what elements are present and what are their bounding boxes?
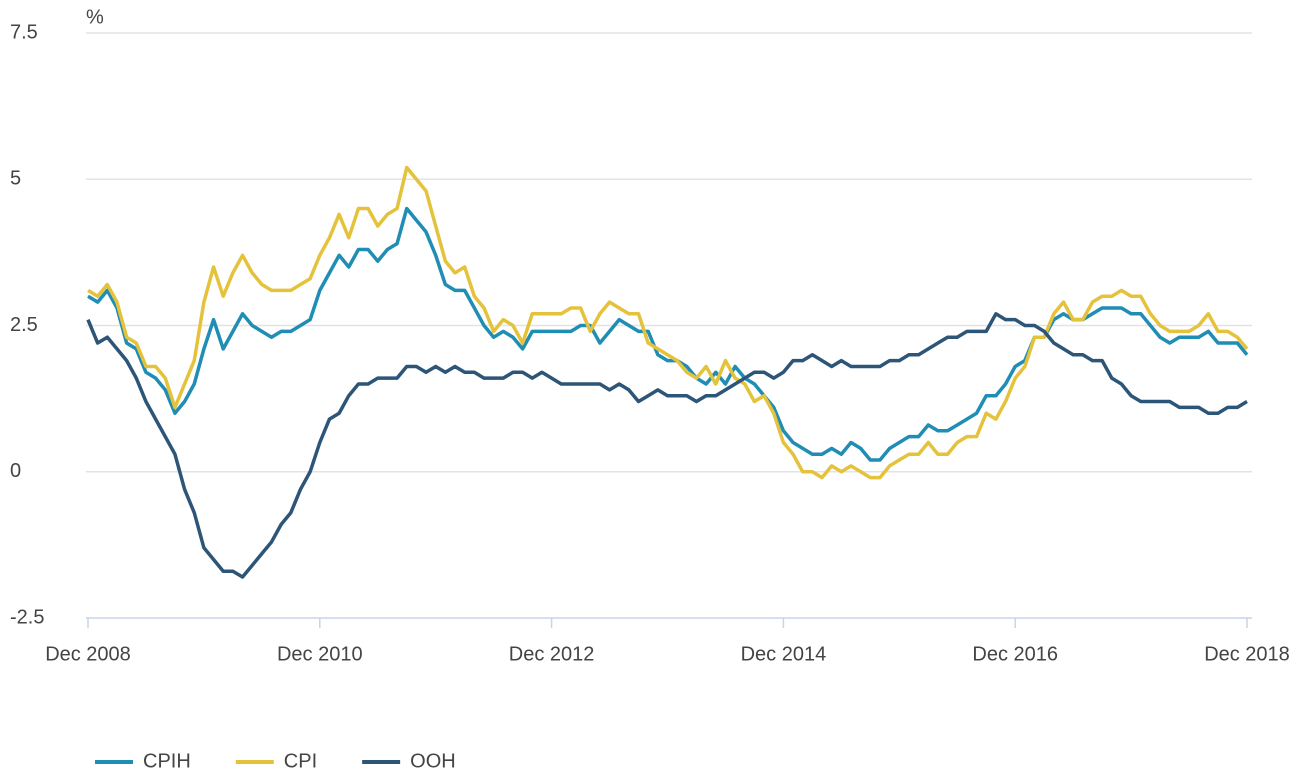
y-tick-label: 2.5	[10, 314, 38, 336]
y-tick-label: 5	[10, 168, 21, 190]
x-tick-label: Dec 2014	[741, 643, 827, 665]
legend-label: CPI	[284, 750, 317, 772]
x-tick-label: Dec 2012	[509, 643, 595, 665]
y-tick-label: -2.5	[10, 606, 44, 628]
series-line	[87, 206, 1249, 462]
legend-label: CPIH	[143, 750, 191, 772]
x-tick-label: Dec 2010	[277, 643, 363, 665]
x-tick-label: Dec 2018	[1204, 643, 1290, 665]
y-axis-label: %	[86, 6, 104, 28]
legend-label: OOH	[410, 750, 456, 772]
y-tick-label: 7.5	[10, 21, 38, 43]
x-tick-label: Dec 2016	[972, 643, 1058, 665]
x-tick-label: Dec 2008	[45, 643, 131, 665]
y-tick-label: 0	[10, 460, 21, 482]
series-line	[86, 312, 1248, 579]
series-line	[87, 165, 1249, 480]
